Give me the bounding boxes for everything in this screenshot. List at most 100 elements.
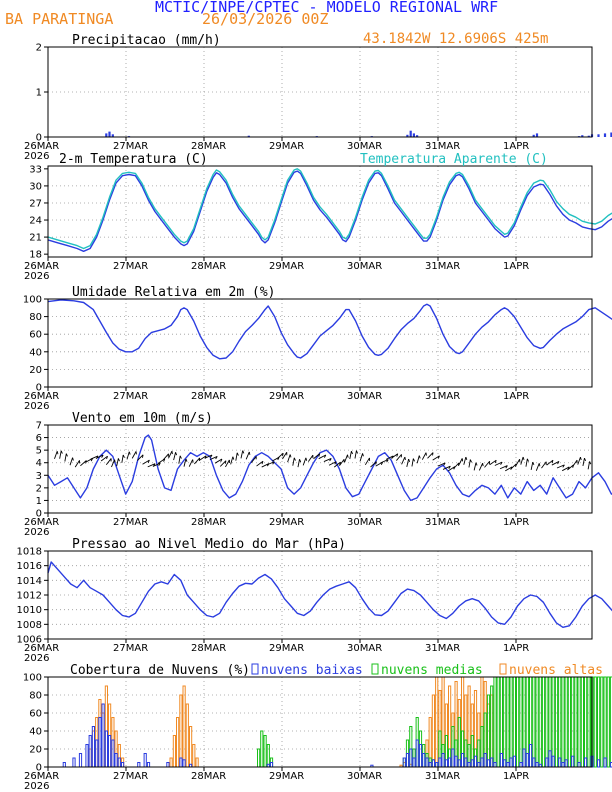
wind-arrow (147, 463, 156, 468)
wind-arrow (535, 463, 540, 471)
cloud-bar-nuvens-baixas (431, 759, 435, 768)
cloud-bar-nuvens-medias (574, 676, 578, 768)
cloud-bar-nuvens-baixas (535, 762, 539, 768)
station-coords: 43.1842W 12.6906S 425m (363, 31, 549, 47)
wind-arrow (199, 455, 207, 461)
x-tick-label: 1APR (503, 517, 529, 528)
wind-arrow (458, 458, 463, 466)
x-tick-label: 30MAR (347, 771, 382, 782)
y-tick-label: 80 (29, 691, 42, 702)
wind-arrow (74, 460, 80, 468)
y-tick-label: 2 (36, 483, 42, 494)
cloud-bar-nuvens-baixas (454, 755, 458, 768)
wind-arrow-head (90, 458, 93, 462)
wind-arrow (463, 456, 467, 465)
wind-arrow (126, 451, 130, 460)
cloud-bar-nuvens-baixas (117, 757, 121, 768)
wind-arrow-head (532, 461, 535, 466)
wind-arrow-head (329, 458, 332, 462)
cloud-bar-nuvens-baixas (438, 757, 442, 768)
wind-arrow-head (289, 454, 292, 458)
wind-arrow (69, 457, 74, 466)
wind-arrow (396, 454, 402, 461)
wind-arrow-head (500, 461, 503, 465)
cloud-bar-nuvens-baixas (451, 748, 455, 768)
wind-arrow (214, 458, 223, 464)
wind-arrow (105, 458, 112, 466)
y-tick-label: 21 (29, 233, 42, 244)
legend-swatch (371, 663, 379, 675)
x-tick-label: 30MAR (347, 517, 382, 528)
wind-arrow (230, 456, 234, 465)
cloud-bar-nuvens-medias (266, 744, 270, 768)
wind-arrow-head (117, 458, 120, 462)
cloud-bar-nuvens-baixas (483, 753, 487, 768)
wind-arrow (577, 456, 581, 465)
wind-arrow-head (72, 457, 74, 461)
x-tick-label: 1APR (503, 643, 529, 654)
wind-arrow-head (323, 454, 327, 458)
cloud-bar-nuvens-baixas (425, 757, 429, 768)
wind-arrow (344, 454, 348, 463)
cloud-bar-nuvens-baixas (182, 759, 186, 768)
wind-arrow-head (236, 452, 239, 456)
wind-arrow (173, 452, 177, 461)
x-tick-label: 29MAR (269, 141, 304, 152)
cloud-bar-nuvens-altas (192, 744, 196, 768)
panel-frame-temp (47, 165, 593, 258)
cloud-bar-nuvens-baixas (91, 726, 96, 768)
wind-arrow (504, 466, 513, 472)
x-tick-label: 28MAR (191, 517, 226, 528)
precip-bar (587, 135, 590, 137)
legend-label: nuvens baixas (261, 663, 363, 678)
wind-arrow-head (242, 450, 245, 454)
panel-title-vento: Vento em 10m (m/s) (72, 411, 213, 426)
wind-arrow (546, 459, 554, 466)
precip-bar (416, 135, 419, 137)
wind-arrow (209, 456, 218, 461)
wind-arrow (364, 457, 370, 466)
wind-arrow-head (56, 451, 59, 455)
wind-arrow (245, 451, 250, 460)
cloud-bar-nuvens-altas (435, 676, 439, 768)
cloud-bar-nuvens-baixas (78, 753, 83, 768)
panel-title-umid: Umidade Relativa em 2m (%) (72, 285, 276, 300)
precip-bar (105, 133, 108, 137)
wind-arrow-head (272, 461, 275, 465)
wind-arrow-head (277, 457, 280, 461)
cloud-bar-nuvens-medias (516, 676, 520, 768)
wind-arrow-head (386, 459, 389, 463)
wind-arrow (313, 453, 320, 460)
cloud-bar-nuvens-medias (493, 676, 497, 768)
cloud-bar-nuvens-medias (564, 676, 568, 768)
wind-arrow-head (248, 451, 251, 455)
wind-arrow (520, 456, 524, 465)
wind-arrow-head (65, 453, 68, 457)
panel-frame-precip (47, 46, 593, 138)
precip-bar (532, 134, 535, 138)
wind-arrow (204, 454, 213, 459)
wind-arrow (142, 459, 150, 465)
cloud-bar-nuvens-baixas (467, 762, 471, 768)
cloud-bar-nuvens-baixas (418, 744, 423, 768)
wind-arrow (499, 465, 508, 470)
cloud-bar-nuvens-baixas (146, 762, 151, 768)
cloud-bar-nuvens-baixas (529, 744, 533, 768)
cloud-bar-nuvens-medias (512, 676, 516, 768)
cloud-bar-nuvens-altas (189, 726, 193, 768)
wind-arrow (90, 455, 99, 460)
cloud-bar-nuvens-baixas (603, 757, 607, 768)
cloud-bar-nuvens-medias (545, 676, 549, 768)
wind-arrow (152, 462, 161, 467)
wind-arrow (302, 457, 307, 466)
wind-arrow (494, 461, 503, 466)
x-tick-label: 26MAR (24, 517, 59, 528)
wind-arrow (318, 454, 326, 460)
cloud-bar-nuvens-baixas (166, 762, 170, 768)
panel-subtitle-temp: Temperatura Aparente (C) (360, 152, 548, 167)
wind-arrow (427, 452, 434, 459)
cloud-bar-nuvens-baixas (88, 735, 92, 768)
wind-arrow (121, 454, 124, 463)
cloud-bar-nuvens-baixas (558, 757, 562, 768)
wind-arrow (349, 451, 352, 460)
